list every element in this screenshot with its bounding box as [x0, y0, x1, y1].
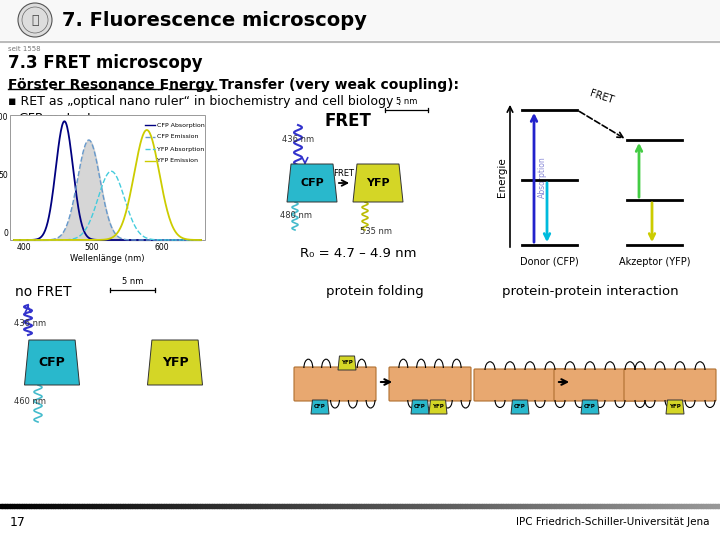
FancyBboxPatch shape: [624, 369, 716, 401]
FancyBboxPatch shape: [294, 367, 376, 401]
Text: 0: 0: [3, 230, 8, 238]
Text: Absorption: Absorption: [538, 157, 546, 198]
Text: YFP: YFP: [341, 361, 353, 366]
Polygon shape: [411, 400, 429, 414]
Text: CFP: CFP: [300, 178, 324, 188]
Text: YFP: YFP: [669, 404, 681, 409]
Polygon shape: [311, 400, 329, 414]
Text: 7. Fluorescence microscopy: 7. Fluorescence microscopy: [62, 10, 367, 30]
Circle shape: [18, 3, 52, 37]
Polygon shape: [287, 164, 337, 202]
Text: CFP: CFP: [39, 356, 66, 369]
Polygon shape: [353, 164, 403, 202]
Text: 600: 600: [155, 243, 169, 252]
Text: protein folding: protein folding: [326, 285, 424, 298]
Text: no FRET: no FRET: [15, 285, 71, 299]
Text: YFP: YFP: [162, 356, 189, 369]
Text: FRET: FRET: [333, 169, 354, 178]
Text: YFP Absorption: YFP Absorption: [157, 146, 204, 152]
FancyBboxPatch shape: [474, 369, 566, 401]
Text: FRET: FRET: [589, 88, 615, 105]
Text: CFP Absorption: CFP Absorption: [157, 123, 204, 127]
Text: 5 nm: 5 nm: [122, 277, 143, 286]
Text: CFP: CFP: [414, 404, 426, 409]
Text: Akzeptor (YFP): Akzeptor (YFP): [618, 257, 690, 267]
Text: 480 nm: 480 nm: [280, 211, 312, 219]
Text: CFP: CFP: [314, 404, 326, 409]
Text: YFP: YFP: [432, 404, 444, 409]
Bar: [0, 0, 720, 40]
Text: GFP-mutants: GFP-mutants: [18, 112, 99, 125]
Polygon shape: [24, 340, 79, 385]
FancyBboxPatch shape: [389, 367, 471, 401]
Text: 500: 500: [84, 243, 99, 252]
Text: Donor (CFP): Donor (CFP): [520, 257, 579, 267]
Text: seit 1558: seit 1558: [8, 46, 40, 52]
Text: Wellenlänge (nm): Wellenlänge (nm): [71, 254, 145, 263]
Text: 👤: 👤: [31, 14, 39, 26]
Text: CFP: CFP: [584, 404, 596, 409]
Text: YFP: YFP: [366, 178, 390, 188]
Text: CFP: CFP: [514, 404, 526, 409]
Bar: [10, 115, 205, 240]
Text: 535 nm: 535 nm: [360, 227, 392, 237]
Polygon shape: [429, 400, 447, 414]
Text: 7.3 FRET microscopy: 7.3 FRET microscopy: [8, 54, 202, 72]
Text: protein-protein interaction: protein-protein interaction: [502, 285, 678, 298]
Text: 100: 100: [0, 113, 8, 122]
Text: 436 nm: 436 nm: [282, 136, 314, 145]
Text: FRET: FRET: [325, 112, 372, 130]
Text: YFP Emission: YFP Emission: [157, 159, 198, 164]
Text: 50: 50: [0, 171, 8, 179]
Text: CFP Emission: CFP Emission: [157, 134, 199, 139]
Polygon shape: [581, 400, 599, 414]
Text: Förster Resonance Energy Transfer (very weak coupling):: Förster Resonance Energy Transfer (very …: [8, 78, 459, 92]
Polygon shape: [666, 400, 684, 414]
Text: R₀ = 4.7 – 4.9 nm: R₀ = 4.7 – 4.9 nm: [300, 247, 416, 260]
Text: IPC Friedrich-Schiller-Universität Jena: IPC Friedrich-Schiller-Universität Jena: [516, 517, 710, 527]
Text: 5 nm: 5 nm: [396, 97, 417, 106]
FancyBboxPatch shape: [554, 369, 646, 401]
Text: 436 nm: 436 nm: [14, 319, 46, 327]
Text: 460 nm: 460 nm: [14, 397, 46, 407]
Polygon shape: [338, 356, 356, 370]
Text: ▪ RET as „optical nano ruler“ in biochemistry and cell biology :: ▪ RET as „optical nano ruler“ in biochem…: [8, 95, 402, 108]
Text: 17: 17: [10, 516, 26, 529]
Text: 400: 400: [17, 243, 31, 252]
Polygon shape: [148, 340, 202, 385]
Polygon shape: [511, 400, 529, 414]
Text: Energie: Energie: [497, 158, 507, 198]
